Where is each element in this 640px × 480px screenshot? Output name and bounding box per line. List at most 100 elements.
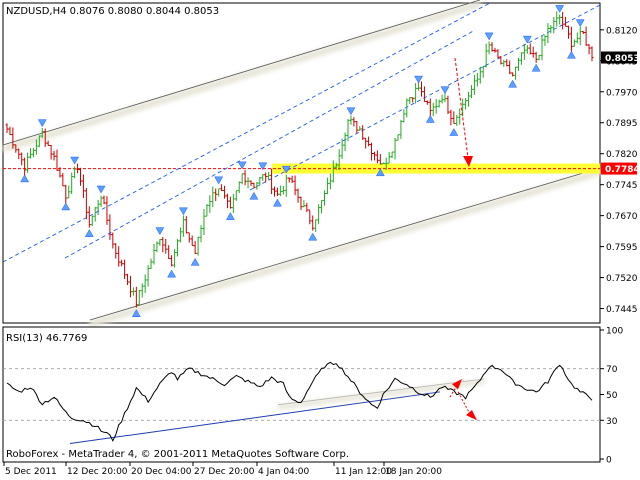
price-tag-label: 0.7784 (605, 165, 640, 175)
ohlc-bar (149, 258, 153, 270)
ohlc-bar (375, 150, 379, 164)
ohlc-bar (587, 44, 591, 55)
ohlc-bar (237, 181, 241, 194)
price-tick-label: 0.7970 (606, 88, 638, 98)
ohlc-bar (108, 214, 112, 240)
ohlc-bar (337, 149, 341, 171)
ohlc-bar (120, 259, 124, 267)
ohlc-bar (34, 139, 38, 155)
ohlc-bar (572, 39, 576, 47)
ohlc-bar (334, 162, 338, 171)
ohlc-bar (425, 100, 429, 105)
ohlc-bar (20, 152, 24, 166)
ohlc-bar (531, 46, 535, 58)
rsi-arrow-down-head (466, 409, 477, 421)
ohlc-bar (528, 43, 532, 55)
ohlc-bar (17, 148, 21, 160)
channel-line (2, 2, 491, 263)
ohlc-bar (105, 196, 109, 225)
ohlc-bar (223, 185, 227, 199)
time-tick-label: 4 Jan 04:00 (258, 467, 310, 477)
fractal-up-marker (555, 5, 565, 13)
ohlc-bar (358, 126, 362, 131)
ohlc-bar (331, 160, 335, 183)
ohlc-bar (449, 109, 453, 126)
ohlc-bar (428, 98, 432, 117)
ohlc-bar (443, 92, 447, 103)
ohlc-bar (581, 30, 585, 35)
price-panel: NZDUSD,H4 0.8076 0.8080 0.8044 0.8053 0.… (1, 0, 640, 328)
fractal-up-marker (575, 19, 585, 28)
rsi-tick-label: 30 (606, 417, 618, 427)
ohlc-bar (255, 181, 259, 190)
ohlc-bar (422, 86, 426, 103)
ohlc-bar (296, 188, 300, 203)
price-tick-label: 0.7745 (606, 181, 638, 191)
wide-channel-shadow (89, 168, 601, 328)
ohlc-bar (525, 45, 529, 54)
ohlc-bar (511, 72, 515, 77)
ohlc-bar (23, 157, 27, 177)
ohlc-bar (181, 215, 185, 237)
ohlc-bar (225, 193, 229, 209)
ohlc-bar (76, 163, 80, 174)
ohlc-bar (325, 177, 329, 195)
ohlc-bar (352, 117, 356, 127)
price-tick-label: 0.7670 (606, 212, 638, 222)
ohlc-bar (349, 115, 353, 125)
ohlc-bar (46, 140, 50, 146)
ohlc-bar (184, 216, 188, 234)
support-level-band (3, 163, 600, 174)
fractal-down-marker (190, 257, 200, 266)
ohlc-bar (214, 188, 218, 202)
price-tags: 0.8053 0.7784 (601, 51, 640, 175)
ohlc-bar (590, 46, 594, 62)
ohlc-bar (134, 286, 138, 308)
ohlc-bar (84, 188, 88, 220)
ohlc-bar (67, 185, 71, 199)
fractal-down-marker (531, 63, 541, 72)
ohlc-bar (55, 149, 59, 172)
ohlc-bar (393, 138, 397, 160)
rsi-trendline (277, 378, 485, 406)
ohlc-bar (258, 176, 262, 186)
rsi-tick-label: 0 (606, 456, 612, 466)
ohlc-bar (246, 177, 250, 189)
ohlc-bar (320, 199, 324, 214)
rsi-title: RSI(13) 46.7769 (6, 333, 87, 344)
ohlc-bar (164, 238, 168, 254)
ohlc-bar (170, 255, 174, 267)
price-tag-box (601, 51, 637, 64)
ohlc-bar (137, 289, 141, 306)
time-axis: 5 Dec 2011 12 Dec 20:00 20 Dec 04:00 27 Dec… (3, 462, 442, 477)
ohlc-bar (561, 12, 565, 30)
ohlc-bar (322, 190, 326, 206)
fractal-up-marker (178, 207, 188, 216)
ohlc-bar (102, 195, 106, 205)
ohlc-bar (584, 26, 588, 46)
ohlc-bar (346, 119, 350, 142)
fractal-down-marker (167, 269, 177, 278)
ohlc-bar (217, 188, 221, 197)
ohlc-bar (78, 167, 82, 186)
ohlc-bar (58, 167, 62, 178)
rsi-tick-label: 50 (606, 391, 618, 401)
ohlc-bar (546, 23, 550, 44)
fractal-down-marker (508, 79, 518, 88)
ohlc-bar (252, 182, 256, 189)
ohlc-bar (81, 174, 85, 198)
ohlc-bar (278, 185, 282, 197)
fractal-up-marker (70, 156, 80, 165)
ohlc-bar (558, 14, 562, 25)
ohlc-bar (361, 125, 365, 140)
ohlc-bar (419, 81, 423, 97)
price-tick-label: 0.7520 (606, 274, 638, 284)
ohlc-bar (93, 206, 97, 222)
ohlc-bar (187, 232, 191, 243)
ohlc-bar (40, 128, 44, 138)
ohlc-bar (146, 265, 150, 287)
ohlc-bar (519, 52, 523, 65)
ohlc-bar (240, 173, 244, 185)
ohlc-bar (314, 219, 318, 232)
